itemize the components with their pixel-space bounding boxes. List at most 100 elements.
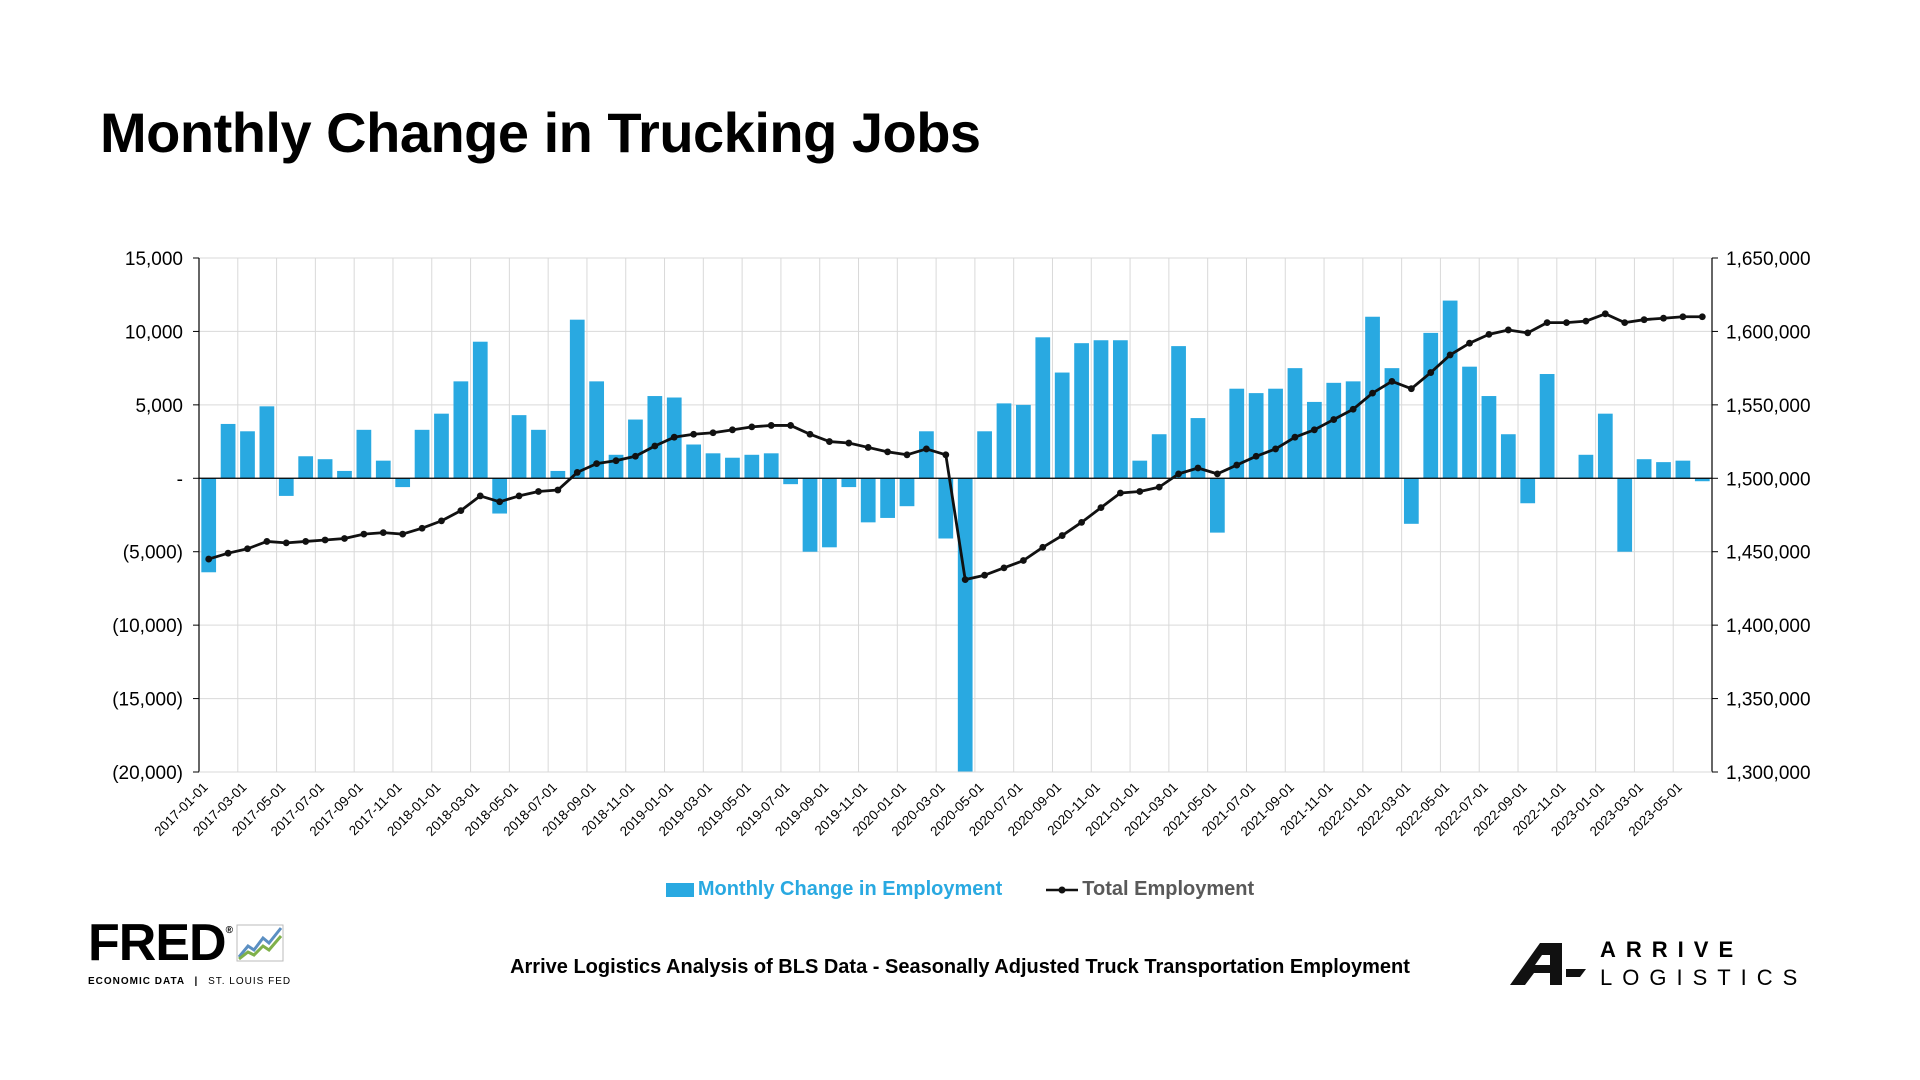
- y-right-tick-label: 1,600,000: [1726, 322, 1811, 343]
- bar-monthly-change: [1171, 346, 1186, 479]
- bar-monthly-change: [1597, 413, 1613, 479]
- total-employment-point: [1330, 416, 1338, 423]
- bar-monthly-change: [1617, 478, 1633, 552]
- bar-monthly-change: [356, 429, 372, 479]
- bar-monthly-change: [1132, 460, 1148, 479]
- bar-monthly-change: [220, 423, 236, 479]
- total-employment-point: [864, 444, 872, 451]
- total-employment-point: [263, 538, 271, 545]
- bar-monthly-change: [1403, 478, 1419, 524]
- bar-monthly-change: [1365, 316, 1380, 479]
- bar-monthly-change: [1113, 340, 1128, 479]
- total-employment-point: [1660, 314, 1667, 322]
- total-employment-point: [1388, 377, 1396, 385]
- bar-monthly-change: [375, 460, 391, 479]
- y-right-tick-label: 1,450,000: [1726, 543, 1811, 564]
- bar-monthly-change: [1287, 368, 1303, 479]
- total-employment-point: [709, 429, 717, 437]
- bar-monthly-change: [996, 403, 1012, 479]
- total-employment-point: [1310, 426, 1318, 434]
- total-employment-point: [205, 555, 213, 563]
- y-left-tick-label: (15,000): [112, 690, 183, 711]
- bar-monthly-change: [589, 381, 605, 479]
- legend-bar-swatch: [665, 882, 694, 897]
- bar-monthly-change: [1384, 368, 1400, 479]
- total-employment-point: [690, 430, 698, 438]
- bar-monthly-change: [1268, 388, 1283, 479]
- total-employment-point: [1019, 557, 1027, 564]
- total-employment-point: [1466, 339, 1473, 347]
- bar-monthly-change: [278, 478, 294, 496]
- legend-label-total-employment: Total Employment: [1082, 878, 1255, 900]
- bar-monthly-change: [1500, 434, 1516, 479]
- bar-monthly-change: [938, 478, 954, 539]
- bar-monthly-change: [1054, 372, 1070, 479]
- bar-monthly-change: [802, 478, 818, 552]
- total-employment-point: [1524, 329, 1532, 337]
- total-employment-point: [554, 486, 562, 494]
- total-employment-point: [1446, 351, 1454, 359]
- total-employment-point: [632, 452, 639, 460]
- chart-area: 15,000 10,000 5,000 - (5,000) (10,000) (15,000…: [112, 249, 1811, 839]
- total-employment-point: [1078, 518, 1085, 526]
- total-employment-point: [1543, 319, 1551, 327]
- source-caption: Arrive Logistics Analysis of BLS Data - …: [510, 956, 1410, 978]
- bar-monthly-change: [841, 478, 857, 488]
- total-employment-point: [670, 433, 678, 441]
- total-employment-point: [1136, 488, 1144, 495]
- arrive-logistics-logo: ARRIVE LOGISTICS: [1510, 936, 1807, 992]
- y-left-tick-label: 10,000: [125, 322, 183, 343]
- total-employment-point: [1000, 564, 1008, 572]
- y-right-tick-label: 1,550,000: [1726, 396, 1811, 417]
- total-employment-point: [476, 492, 484, 500]
- total-employment-point: [1563, 319, 1570, 327]
- bar-monthly-change: [1151, 434, 1167, 479]
- bar-monthly-change: [899, 478, 915, 507]
- total-employment-point: [1097, 504, 1105, 512]
- legend-label-monthly-change: Monthly Change in Employment: [697, 878, 1003, 900]
- bar-monthly-change: [453, 381, 469, 479]
- arrive-line1: ARRIVE: [1600, 937, 1744, 962]
- total-employment-point: [282, 539, 290, 547]
- bar-monthly-change: [1093, 340, 1109, 479]
- total-employment-point: [826, 438, 833, 445]
- bar-monthly-change: [919, 431, 934, 479]
- bar-monthly-change: [686, 444, 702, 479]
- chart-title: Monthly Change in Trucking Jobs: [100, 101, 981, 164]
- fred-wordmark: FRED: [88, 914, 227, 972]
- bar-monthly-change: [1345, 381, 1361, 479]
- fred-sub-right: ST. LOUIS FED: [208, 976, 292, 987]
- bar-monthly-change: [531, 429, 546, 479]
- bar-monthly-change: [763, 453, 779, 479]
- total-employment-point: [457, 507, 465, 514]
- bar-monthly-change: [298, 456, 314, 479]
- total-employment-point: [496, 498, 504, 506]
- bar-monthly-change: [1248, 393, 1264, 479]
- total-employment-point: [515, 492, 523, 500]
- total-employment-point: [806, 430, 814, 438]
- legend-item-total-employment: Total Employment: [1046, 878, 1254, 901]
- total-employment-point: [845, 439, 853, 447]
- bar-monthly-change: [569, 319, 585, 479]
- bar-monthly-change: [744, 454, 760, 479]
- bar-monthly-change: [1016, 404, 1031, 479]
- bar-monthly-change: [317, 459, 333, 479]
- total-employment-point: [535, 488, 542, 495]
- bar-monthly-change: [822, 478, 837, 548]
- bar-monthly-change: [1190, 418, 1206, 479]
- total-employment-point: [884, 448, 892, 456]
- total-employment-line: [208, 312, 1703, 582]
- total-employment-point: [961, 576, 969, 584]
- bar-monthly-change: [472, 341, 488, 479]
- bar-monthly-change: [434, 413, 449, 479]
- total-employment-point: [942, 451, 950, 459]
- bar-monthly-change: [395, 478, 411, 488]
- total-employment-point: [1349, 405, 1357, 413]
- total-employment-point: [612, 457, 620, 465]
- total-employment-point: [593, 460, 601, 467]
- total-employment-point: [1039, 543, 1047, 551]
- y-right-tick-label: 1,500,000: [1726, 469, 1811, 490]
- bar-monthly-change: [1656, 462, 1671, 479]
- total-employment-point: [748, 423, 756, 431]
- total-employment-point: [1272, 445, 1279, 453]
